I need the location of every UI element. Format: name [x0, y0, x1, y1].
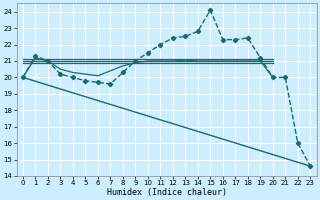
X-axis label: Humidex (Indice chaleur): Humidex (Indice chaleur)	[107, 188, 227, 197]
